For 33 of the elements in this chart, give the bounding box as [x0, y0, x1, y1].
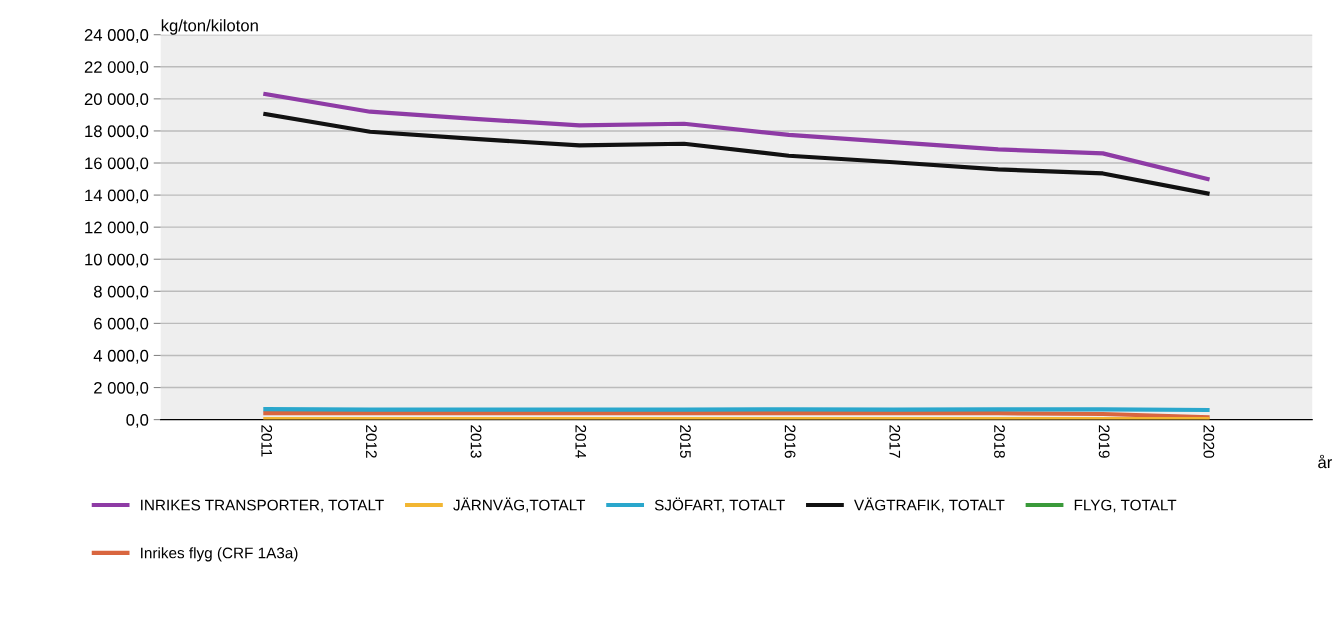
legend-label: Inrikes flyg (CRF 1A3a): [141, 547, 298, 562]
y-tick-label: 2 000,0: [94, 381, 149, 396]
x-tick-label: 2014: [575, 425, 587, 459]
y-tick-label: 4 000,0: [93, 349, 149, 364]
y-tick-label: 0,0: [126, 414, 149, 428]
x-axis-title: år: [1318, 454, 1333, 469]
y-tick-label: 22 000,0: [84, 61, 149, 75]
y-tick-label: 10 000,0: [85, 253, 149, 268]
y-tick-label: 14 000,0: [85, 189, 149, 204]
x-tick-label: 2020: [1203, 425, 1215, 458]
x-tick-label: 2015: [680, 425, 691, 458]
x-tick-label: 2017: [889, 425, 901, 458]
x-tick-label: 2011: [261, 425, 273, 457]
legend-label: FLYG, TOTALT: [1074, 499, 1177, 513]
line-series: [263, 91, 1210, 182]
y-tick-label: 12 000,0: [85, 221, 149, 236]
x-tick-label: 2016: [784, 425, 796, 458]
y-tick-label: 8 000,0: [94, 285, 149, 300]
legend-label: JÄRNVÄG,TOTALT: [453, 497, 586, 513]
y-axis-title: kg/ton/kiloton: [161, 19, 258, 35]
legend-label: INRIKES TRANSPORTER, TOTALT: [141, 499, 384, 513]
y-tick-label: 18 000,0: [85, 125, 149, 140]
y-tick-label: 20 000,0: [84, 93, 149, 108]
x-tick-label: 2019: [1098, 425, 1110, 458]
y-tick-label: 16 000,0: [85, 157, 149, 172]
x-tick-label: 2012: [365, 425, 377, 458]
legend-label: VÄGTRAFIK, TOTALT: [854, 497, 1005, 513]
legend-label: SJÖFART, TOTALT: [654, 497, 785, 513]
x-tick-label: 2013: [470, 425, 482, 458]
y-tick-label: 24 000,0: [84, 29, 149, 43]
x-tick-label: 2018: [994, 425, 1005, 458]
y-tick-label: 6 000,0: [94, 317, 149, 332]
line-series: [263, 112, 1210, 196]
